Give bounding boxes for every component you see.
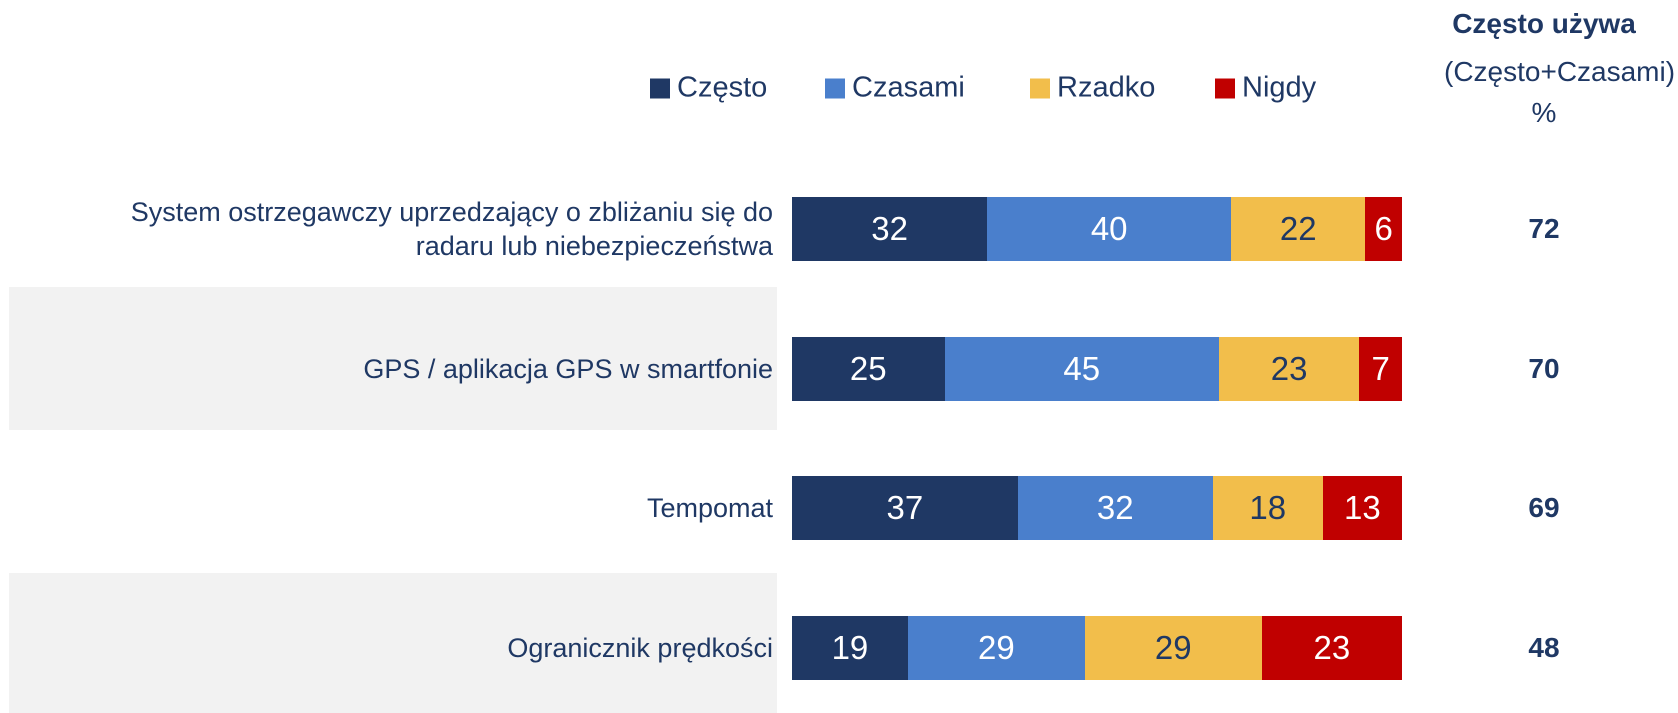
bar-segment: 18 — [1212, 476, 1323, 540]
summary-value: 48 — [1528, 632, 1560, 663]
bar-segment: 13 — [1322, 476, 1402, 540]
legend-item: Czasami — [825, 72, 965, 105]
summary-unit: % — [1531, 97, 1557, 128]
bar-segment: 6 — [1365, 197, 1402, 261]
bar-segment: 37 — [792, 476, 1018, 540]
bar-segment: 29 — [1084, 616, 1262, 680]
legend-label: Czasami — [852, 71, 965, 104]
bar-segment: 32 — [1017, 476, 1213, 540]
legend-label: Nigdy — [1242, 71, 1317, 104]
legend-swatch — [650, 78, 670, 98]
bar-segment: 23 — [1219, 337, 1360, 401]
bar-segment: 45 — [944, 337, 1219, 401]
category-label: Tempomat — [646, 493, 773, 523]
category-label: Ogranicznik prędkości — [507, 633, 773, 663]
legend-swatch — [1030, 78, 1050, 98]
summary-value: 70 — [1528, 353, 1560, 384]
bar-segment: 22 — [1231, 197, 1366, 261]
category-label: GPS / aplikacja GPS w smartfonie — [363, 354, 773, 384]
legend-swatch — [825, 78, 845, 98]
bar-segment: 25 — [792, 337, 945, 401]
legend-item: Rzadko — [1030, 72, 1155, 105]
bar-segment: 32 — [792, 197, 988, 261]
legend-swatch — [1215, 78, 1235, 98]
row-band — [9, 287, 777, 430]
category-label: System ostrzegawczy uprzedzający o zbliż… — [130, 197, 773, 261]
bar-segment: 19 — [792, 616, 908, 680]
legend-label: Często — [677, 71, 768, 104]
bar-segment: 23 — [1261, 616, 1402, 680]
legend-item: Nigdy — [1215, 72, 1316, 105]
bar-segment: 40 — [987, 197, 1232, 261]
summary-value: 72 — [1528, 213, 1560, 244]
summary-value: 69 — [1528, 492, 1560, 523]
row-band — [9, 573, 777, 713]
legend-item: Często — [650, 72, 767, 105]
summary-subtitle: (Często+Czasami) — [1444, 56, 1676, 87]
summary-title: Często używa — [1452, 8, 1636, 39]
legend-label: Rzadko — [1057, 71, 1156, 104]
bar-segment: 7 — [1359, 337, 1402, 401]
bar-segment: 29 — [907, 616, 1085, 680]
